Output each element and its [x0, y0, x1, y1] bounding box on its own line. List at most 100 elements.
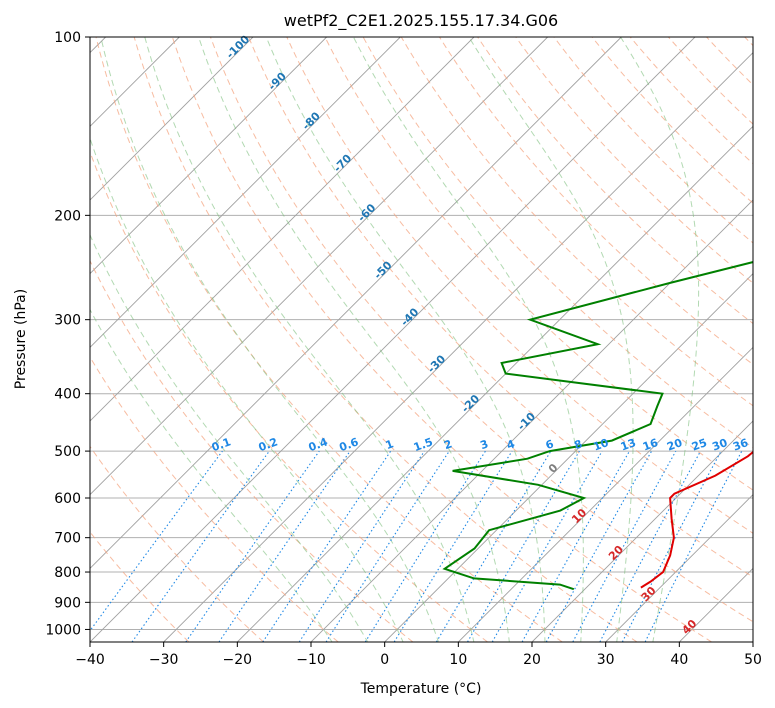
- dry-adiabat-line: [744, 37, 753, 47]
- dry-adiabat-line: [210, 37, 753, 623]
- moist-adiabat-line: [144, 37, 475, 642]
- mixing-ratio-line: [298, 450, 425, 642]
- dry-adiabat-line: [90, 259, 414, 642]
- y-tick-label: 400: [54, 387, 81, 403]
- x-tick-label: 30: [597, 652, 615, 668]
- mixing-ratio-label: 0.4: [307, 435, 330, 454]
- mixing-ratio-label: 0.6: [338, 435, 361, 454]
- isotherm-line: [90, 37, 696, 642]
- dry-adiabat-line: [477, 37, 753, 325]
- dry-adiabat-line: [629, 37, 753, 165]
- dry-adiabat-line: [400, 37, 753, 407]
- x-tick-label: −30: [149, 652, 179, 668]
- dry-adiabat-line: [668, 37, 753, 125]
- dry-adiabat-line: [90, 150, 488, 642]
- mixing-ratio-line: [491, 450, 603, 642]
- mixing-ratio-label: 1: [384, 437, 396, 452]
- mixing-ratio-label: 10: [592, 436, 611, 454]
- isotherm-line: [605, 494, 753, 642]
- isotherm-line: [163, 52, 753, 642]
- dry-adiabat-line: [171, 37, 712, 642]
- mixing-ratio-label: 8: [572, 437, 584, 452]
- mixing-ratio-line: [467, 450, 580, 642]
- isotherm-label: -40: [398, 305, 421, 328]
- mixing-ratio-line: [393, 450, 513, 642]
- moist-adiabat-line: [620, 37, 700, 642]
- mixing-ratio-label: 36: [731, 436, 750, 454]
- isotherm-line: [90, 37, 254, 201]
- isotherm-label: -80: [300, 109, 323, 132]
- dry-adiabat-line: [706, 37, 753, 86]
- isotherm-label: -10: [515, 410, 538, 433]
- mixing-ratio-label: 0.2: [257, 435, 280, 454]
- mixing-ratio-line: [572, 450, 677, 642]
- isotherm-line: [90, 37, 622, 569]
- plot-content: [90, 37, 753, 642]
- dry-adiabat-line: [133, 37, 638, 642]
- mixing-ratio-line: [262, 450, 392, 642]
- isotherm-line: [90, 37, 548, 496]
- mixing-ratio-line: [364, 450, 486, 642]
- x-tick-label: −20: [223, 652, 253, 668]
- x-tick-label: −40: [75, 652, 105, 668]
- isotherm-line: [237, 125, 753, 642]
- isotherm-line: [90, 37, 327, 275]
- mixing-ratio-line: [185, 450, 320, 642]
- x-tick-label: 0: [380, 652, 389, 668]
- x-tick-label: 50: [744, 652, 762, 668]
- y-tick-label: 500: [54, 444, 81, 460]
- dewpoint-profile-line: [442, 261, 753, 591]
- mixing-ratio-label: 30: [710, 436, 729, 454]
- chart-title: wetPf2_C2E1.2025.155.17.34.G06: [284, 11, 558, 31]
- y-tick-label: 800: [54, 565, 81, 581]
- y-tick-label: 100: [54, 30, 81, 46]
- mixing-ratio-label: 25: [690, 436, 709, 453]
- moist-adiabat-line: [90, 233, 369, 642]
- mixing-ratio-line: [131, 450, 270, 642]
- isotherm-line: [531, 420, 753, 642]
- mixing-ratio-line: [218, 450, 351, 642]
- y-tick-label: 200: [54, 208, 81, 224]
- y-tick-label: 700: [54, 531, 81, 547]
- mixing-ratio-line: [521, 450, 630, 642]
- mixing-ratio-label: 13: [619, 436, 638, 453]
- y-tick-label: 900: [54, 595, 81, 611]
- dry-adiabat-line: [90, 445, 264, 642]
- temperature-profile-line: [640, 450, 753, 589]
- x-axis: −40 −30 −20 −10 0 10 20 30 40 50: [75, 642, 762, 668]
- isotherm-label: -90: [266, 70, 289, 93]
- isotherm-line: [90, 37, 401, 348]
- mixing-ratio-line: [325, 450, 450, 642]
- moist-adiabat-line: [100, 37, 440, 642]
- mixing-ratio-label: 6: [544, 437, 556, 452]
- mixing-ratio-label: 16: [641, 436, 660, 454]
- isotherm-line: [752, 641, 753, 642]
- mixing-ratio-label: 3: [478, 437, 490, 452]
- y-axis: 100 200 300 400 500 600 700 800 900 1000: [45, 30, 90, 638]
- isotherm-line: [458, 346, 753, 642]
- moist-adiabat-line: [90, 308, 333, 642]
- isotherm-line: [384, 273, 753, 642]
- isotherm-line: [90, 37, 475, 422]
- dry-adiabat-line: [248, 37, 753, 578]
- y-tick-label: 300: [54, 313, 81, 329]
- isotherm-line: [679, 567, 753, 642]
- dry-adiabat-line: [324, 37, 753, 491]
- x-tick-label: 40: [670, 652, 688, 668]
- dry-adiabat-line: [591, 37, 753, 204]
- y-axis-label: Pressure (hPa): [13, 289, 29, 389]
- isotherm-label: 10: [569, 506, 589, 526]
- dry-adiabat-line: [90, 356, 339, 642]
- isotherm-label: 40: [679, 617, 699, 637]
- dry-adiabat-line: [362, 37, 753, 449]
- mixing-ratio-label: 20: [665, 436, 684, 454]
- x-tick-label: 20: [523, 652, 541, 668]
- mixing-ratio-label: 4: [505, 437, 517, 452]
- mixing-ratio-label: 2: [442, 437, 454, 452]
- isotherm-label: -70: [331, 152, 354, 175]
- mixing-ratio-line: [435, 450, 552, 642]
- x-tick-label: 10: [449, 652, 467, 668]
- moist-adiabat-line: [198, 37, 510, 642]
- x-tick-label: −10: [296, 652, 326, 668]
